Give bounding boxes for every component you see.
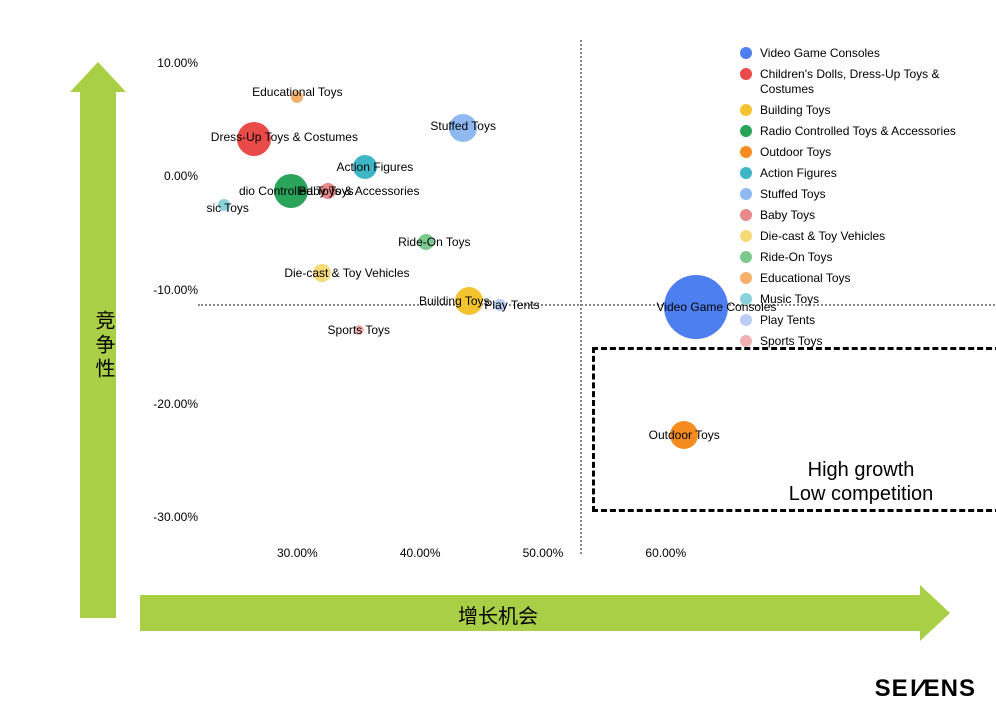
- legend-label: Video Game Consoles: [760, 46, 980, 61]
- y-tick-label: 10.00%: [150, 56, 198, 70]
- legend-dot-icon: [740, 293, 752, 305]
- legend-item: Ride-On Toys: [740, 250, 980, 265]
- x-tick-label: 30.00%: [277, 546, 318, 560]
- legend-dot-icon: [740, 68, 752, 80]
- legend-label: Building Toys: [760, 103, 980, 118]
- bubble-label: Sports Toys: [328, 323, 390, 337]
- y-tick-label: -30.00%: [150, 510, 198, 524]
- legend-label: Outdoor Toys: [760, 145, 980, 160]
- legend-label: Stuffed Toys: [760, 187, 980, 202]
- legend-label: Radio Controlled Toys & Accessories: [760, 124, 980, 139]
- brand-logo: SEVENS: [875, 675, 976, 703]
- legend-dot-icon: [740, 209, 752, 221]
- bubble-label: Baby Toys: [298, 184, 353, 198]
- legend-item: Music Toys: [740, 292, 980, 307]
- y-tick-label: -10.00%: [150, 283, 198, 297]
- legend-item: Building Toys: [740, 103, 980, 118]
- logo-slash-icon: V: [903, 675, 930, 703]
- legend-dot-icon: [740, 272, 752, 284]
- x-arrow-shaft: [140, 595, 922, 631]
- legend-item: Baby Toys: [740, 208, 980, 223]
- y-axis-label: 竞争性: [89, 310, 118, 382]
- bubble-label: Action Figures: [337, 160, 414, 174]
- legend-dot-icon: [740, 335, 752, 347]
- legend-label: Baby Toys: [760, 208, 980, 223]
- legend-dot-icon: [740, 146, 752, 158]
- highlight-line2: Low competition: [682, 482, 996, 506]
- highlight-line1: High growth: [682, 458, 996, 482]
- y-tick-label: 0.00%: [150, 169, 198, 183]
- legend-label: Play Tents: [760, 313, 980, 328]
- bubble-label: Ride-On Toys: [398, 235, 470, 249]
- legend-item: Educational Toys: [740, 271, 980, 286]
- legend-label: Action Figures: [760, 166, 980, 181]
- legend-dot-icon: [740, 314, 752, 326]
- bubble-label: Building Toys: [419, 294, 490, 308]
- legend-label: Die-cast & Toy Vehicles: [760, 229, 980, 244]
- legend-item: Play Tents: [740, 313, 980, 328]
- legend-label: Sports Toys: [760, 334, 980, 349]
- legend-label: Children's Dolls, Dress-Up Toys & Costum…: [760, 67, 980, 97]
- legend-item: Video Game Consoles: [740, 46, 980, 61]
- legend-label: Ride-On Toys: [760, 250, 980, 265]
- legend: Video Game Consoles Children's Dolls, Dre…: [740, 46, 980, 355]
- bubble-label: Educational Toys: [252, 85, 343, 99]
- legend-dot-icon: [740, 188, 752, 200]
- legend-label: Music Toys: [760, 292, 980, 307]
- legend-item: Radio Controlled Toys & Accessories: [740, 124, 980, 139]
- arrow-up-icon: [70, 62, 126, 92]
- legend-dot-icon: [740, 167, 752, 179]
- legend-dot-icon: [740, 47, 752, 59]
- bubble-label: Dress-Up Toys & Costumes: [211, 130, 358, 144]
- legend-item: Outdoor Toys: [740, 145, 980, 160]
- legend-item: Action Figures: [740, 166, 980, 181]
- x-tick-label: 40.00%: [400, 546, 441, 560]
- highlight-text: High growthLow competition: [682, 458, 996, 506]
- x-axis-arrow: [140, 595, 950, 631]
- bubble-label: Play Tents: [484, 298, 539, 312]
- bubble-label: Die-cast & Toy Vehicles: [284, 266, 409, 280]
- vertical-divider: [580, 40, 582, 554]
- legend-dot-icon: [740, 125, 752, 137]
- x-tick-label: 60.00%: [645, 546, 686, 560]
- legend-item: Stuffed Toys: [740, 187, 980, 202]
- legend-dot-icon: [740, 104, 752, 116]
- y-tick-label: -20.00%: [150, 397, 198, 411]
- chart-root: 竞争性 增长机会 -30.00%-20.00%-10.00%0.00%10.00…: [0, 0, 996, 723]
- arrow-right-icon: [920, 585, 950, 641]
- legend-item: Die-cast & Toy Vehicles: [740, 229, 980, 244]
- legend-item: Children's Dolls, Dress-Up Toys & Costum…: [740, 67, 980, 97]
- legend-dot-icon: [740, 230, 752, 242]
- bubble-label: sic Toys: [206, 201, 248, 215]
- legend-dot-icon: [740, 251, 752, 263]
- x-tick-label: 50.00%: [523, 546, 564, 560]
- legend-item: Sports Toys: [740, 334, 980, 349]
- legend-label: Educational Toys: [760, 271, 980, 286]
- bubble-label: Stuffed Toys: [430, 119, 496, 133]
